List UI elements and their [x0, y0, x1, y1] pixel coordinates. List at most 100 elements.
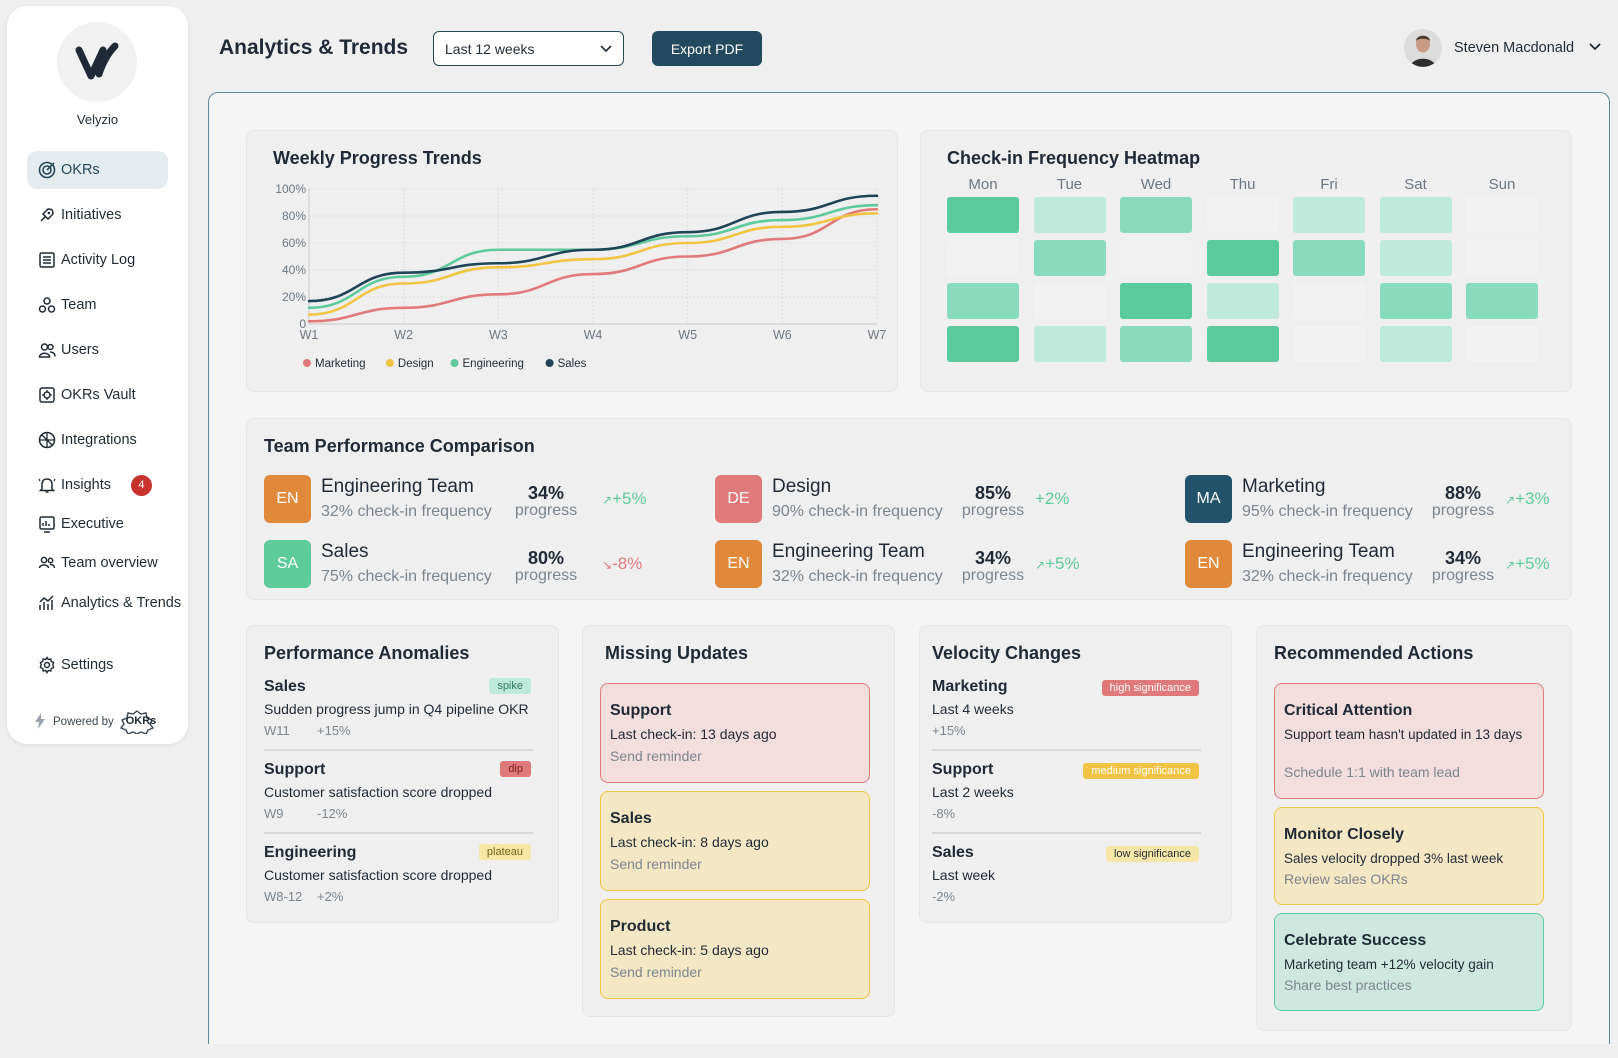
- gear-icon: [37, 655, 57, 675]
- velocity-delta: -2%: [932, 889, 956, 904]
- x-tick-label: W5: [678, 328, 697, 342]
- sidebar-item-users[interactable]: Users: [27, 331, 168, 369]
- recommended-action-item[interactable]: Critical Attention Support team hasn't u…: [1274, 683, 1544, 799]
- legend-marker: [545, 359, 554, 367]
- divider: [932, 832, 1201, 834]
- heatmap-cell[interactable]: [1293, 240, 1365, 276]
- powered-by-label: Powered by: [53, 716, 114, 728]
- export-pdf-button[interactable]: Export PDF: [652, 31, 762, 66]
- action-link[interactable]: Review sales OKRs: [1284, 871, 1408, 887]
- legend-marker: [450, 359, 459, 367]
- heatmap-cell[interactable]: [1466, 240, 1538, 276]
- recommended-action-item[interactable]: Monitor Closely Sales velocity dropped 3…: [1274, 807, 1544, 905]
- user-menu[interactable]: Steven Macdonald: [1404, 29, 1602, 67]
- anomaly-delta: -12%: [317, 806, 348, 821]
- missing-update-item[interactable]: Product Last check-in: 5 days ago Send r…: [600, 899, 870, 999]
- weekly-progress-chart: 0 20% 40% 60% 80% 100% W1 W2 W3 W4 W5 W6 W7 Marketing…: [275, 182, 886, 370]
- heatmap-cell[interactable]: [1206, 240, 1279, 276]
- sidebar-item-label: Insights: [61, 477, 111, 493]
- brand-logo[interactable]: [57, 22, 137, 102]
- sidebar-item-team-overview[interactable]: Team overview: [27, 544, 168, 582]
- team-performance-item[interactable]: MA Marketing 95% check-in frequency 88% prog…: [1185, 475, 1618, 525]
- sidebar-item-analytics-trends[interactable]: Analytics & Trends: [27, 584, 187, 622]
- heatmap-cell[interactable]: [1379, 326, 1452, 362]
- heatmap-cell[interactable]: [1466, 197, 1538, 233]
- x-tick-label: W4: [584, 328, 603, 342]
- heatmap-cell[interactable]: [947, 326, 1019, 362]
- heatmap-cell[interactable]: [1293, 326, 1365, 362]
- heatmap-cell[interactable]: [1379, 283, 1452, 319]
- sidebar-item-okrs-vault[interactable]: OKRs Vault: [27, 376, 168, 414]
- heatmap-cell[interactable]: [1379, 240, 1452, 276]
- heatmap-cell[interactable]: [1120, 240, 1192, 276]
- recommended-actions-title: Recommended Actions: [1274, 643, 1474, 663]
- heatmap-cell[interactable]: [1206, 326, 1279, 362]
- date-range-value: Last 12 weeks: [445, 40, 535, 57]
- team-avatar: EN: [264, 475, 311, 523]
- sidebar-item-settings[interactable]: Settings: [27, 646, 168, 684]
- recommended-action-item[interactable]: Celebrate Success Marketing team +12% ve…: [1274, 913, 1544, 1011]
- missing-update-item[interactable]: Support Last check-in: 13 days ago Send …: [600, 683, 870, 783]
- anomaly-tag: plateau: [478, 844, 531, 860]
- team-performance-item[interactable]: EN Engineering Team 32% check-in frequency…: [1185, 540, 1618, 590]
- heatmap-cell[interactable]: [1033, 326, 1106, 362]
- sidebar: Velyzio OKRs Initiatives Activity Log Te…: [7, 6, 188, 744]
- team-performance-item[interactable]: SA Sales 75% check-in frequency 80% progress…: [264, 540, 704, 590]
- heatmap-cell[interactable]: [1293, 197, 1365, 233]
- heatmap-cell[interactable]: [1293, 283, 1365, 319]
- sidebar-item-team[interactable]: Team: [27, 286, 168, 324]
- series-line-marketing: [307, 207, 879, 323]
- team-icon: [37, 295, 57, 315]
- heatmap-cell[interactable]: [947, 240, 1019, 276]
- send-reminder-link[interactable]: Send reminder: [610, 748, 702, 764]
- action-link[interactable]: Schedule 1:1 with team lead: [1284, 764, 1460, 780]
- heatmap-cell[interactable]: [1120, 197, 1192, 233]
- y-tick-label: 20%: [282, 290, 306, 304]
- send-reminder-link[interactable]: Send reminder: [610, 856, 702, 872]
- team-performance-card: Team Performance Comparison EN Engineerin…: [246, 418, 1572, 600]
- heatmap-cell[interactable]: [1033, 283, 1106, 319]
- team-performance-item[interactable]: EN Engineering Team 32% check-in frequency…: [264, 475, 704, 525]
- sidebar-item-activity-log[interactable]: Activity Log: [27, 241, 168, 279]
- action-title: Monitor Closely: [1284, 826, 1405, 843]
- y-tick-label: 60%: [282, 236, 306, 250]
- heatmap-cell[interactable]: [1206, 283, 1279, 319]
- sidebar-item-initiatives[interactable]: Initiatives: [27, 196, 168, 234]
- sidebar-item-executive[interactable]: Executive: [27, 505, 168, 543]
- team-progress-label: progress: [961, 567, 1025, 584]
- sidebar-item-okrs[interactable]: OKRs: [27, 151, 168, 189]
- action-title: Celebrate Success: [1284, 932, 1427, 949]
- heatmap-cell[interactable]: [947, 197, 1019, 233]
- legend-marker: [303, 359, 311, 367]
- action-description: Marketing team +12% velocity gain: [1284, 957, 1494, 972]
- heatmap-cell[interactable]: [1206, 197, 1279, 233]
- heatmap-cell[interactable]: [1120, 326, 1192, 362]
- heatmap-cell[interactable]: [1120, 283, 1192, 319]
- missing-update-item[interactable]: Sales Last check-in: 8 days ago Send rem…: [600, 791, 870, 891]
- sidebar-item-label: Executive: [61, 516, 124, 532]
- action-link[interactable]: Share best practices: [1284, 977, 1412, 993]
- team-progress-value: 88%: [1444, 483, 1482, 503]
- sidebar-item-insights[interactable]: Insights 4: [27, 466, 168, 504]
- date-range-select[interactable]: Last 12 weeks: [433, 31, 624, 66]
- team-performance-title: Team Performance Comparison: [264, 436, 535, 456]
- sidebar-item-integrations[interactable]: Integrations: [27, 421, 168, 459]
- heatmap-cell[interactable]: [1379, 197, 1452, 233]
- heatmap-cell[interactable]: [1033, 240, 1106, 276]
- bell-icon: [37, 475, 57, 495]
- missing-update-team: Product: [610, 918, 671, 935]
- heatmap-cell[interactable]: [1033, 197, 1106, 233]
- team-performance-item[interactable]: DE Design 90% check-in frequency 85% progres…: [715, 475, 1155, 525]
- heatmap-cell[interactable]: [947, 283, 1019, 319]
- legend-label: Engineering: [463, 358, 524, 370]
- divider: [932, 749, 1201, 751]
- anomaly-delta: +2%: [317, 889, 344, 904]
- send-reminder-link[interactable]: Send reminder: [610, 964, 702, 980]
- heatmap-cell[interactable]: [1466, 326, 1538, 362]
- team-change-value: +2%: [1035, 489, 1070, 508]
- heatmap-cell[interactable]: [1466, 283, 1538, 319]
- y-tick-label: 80%: [282, 209, 306, 223]
- team-name: Marketing: [1242, 476, 1326, 497]
- team-name: Design: [772, 476, 832, 497]
- team-performance-item[interactable]: EN Engineering Team 32% check-in frequency…: [715, 540, 1155, 590]
